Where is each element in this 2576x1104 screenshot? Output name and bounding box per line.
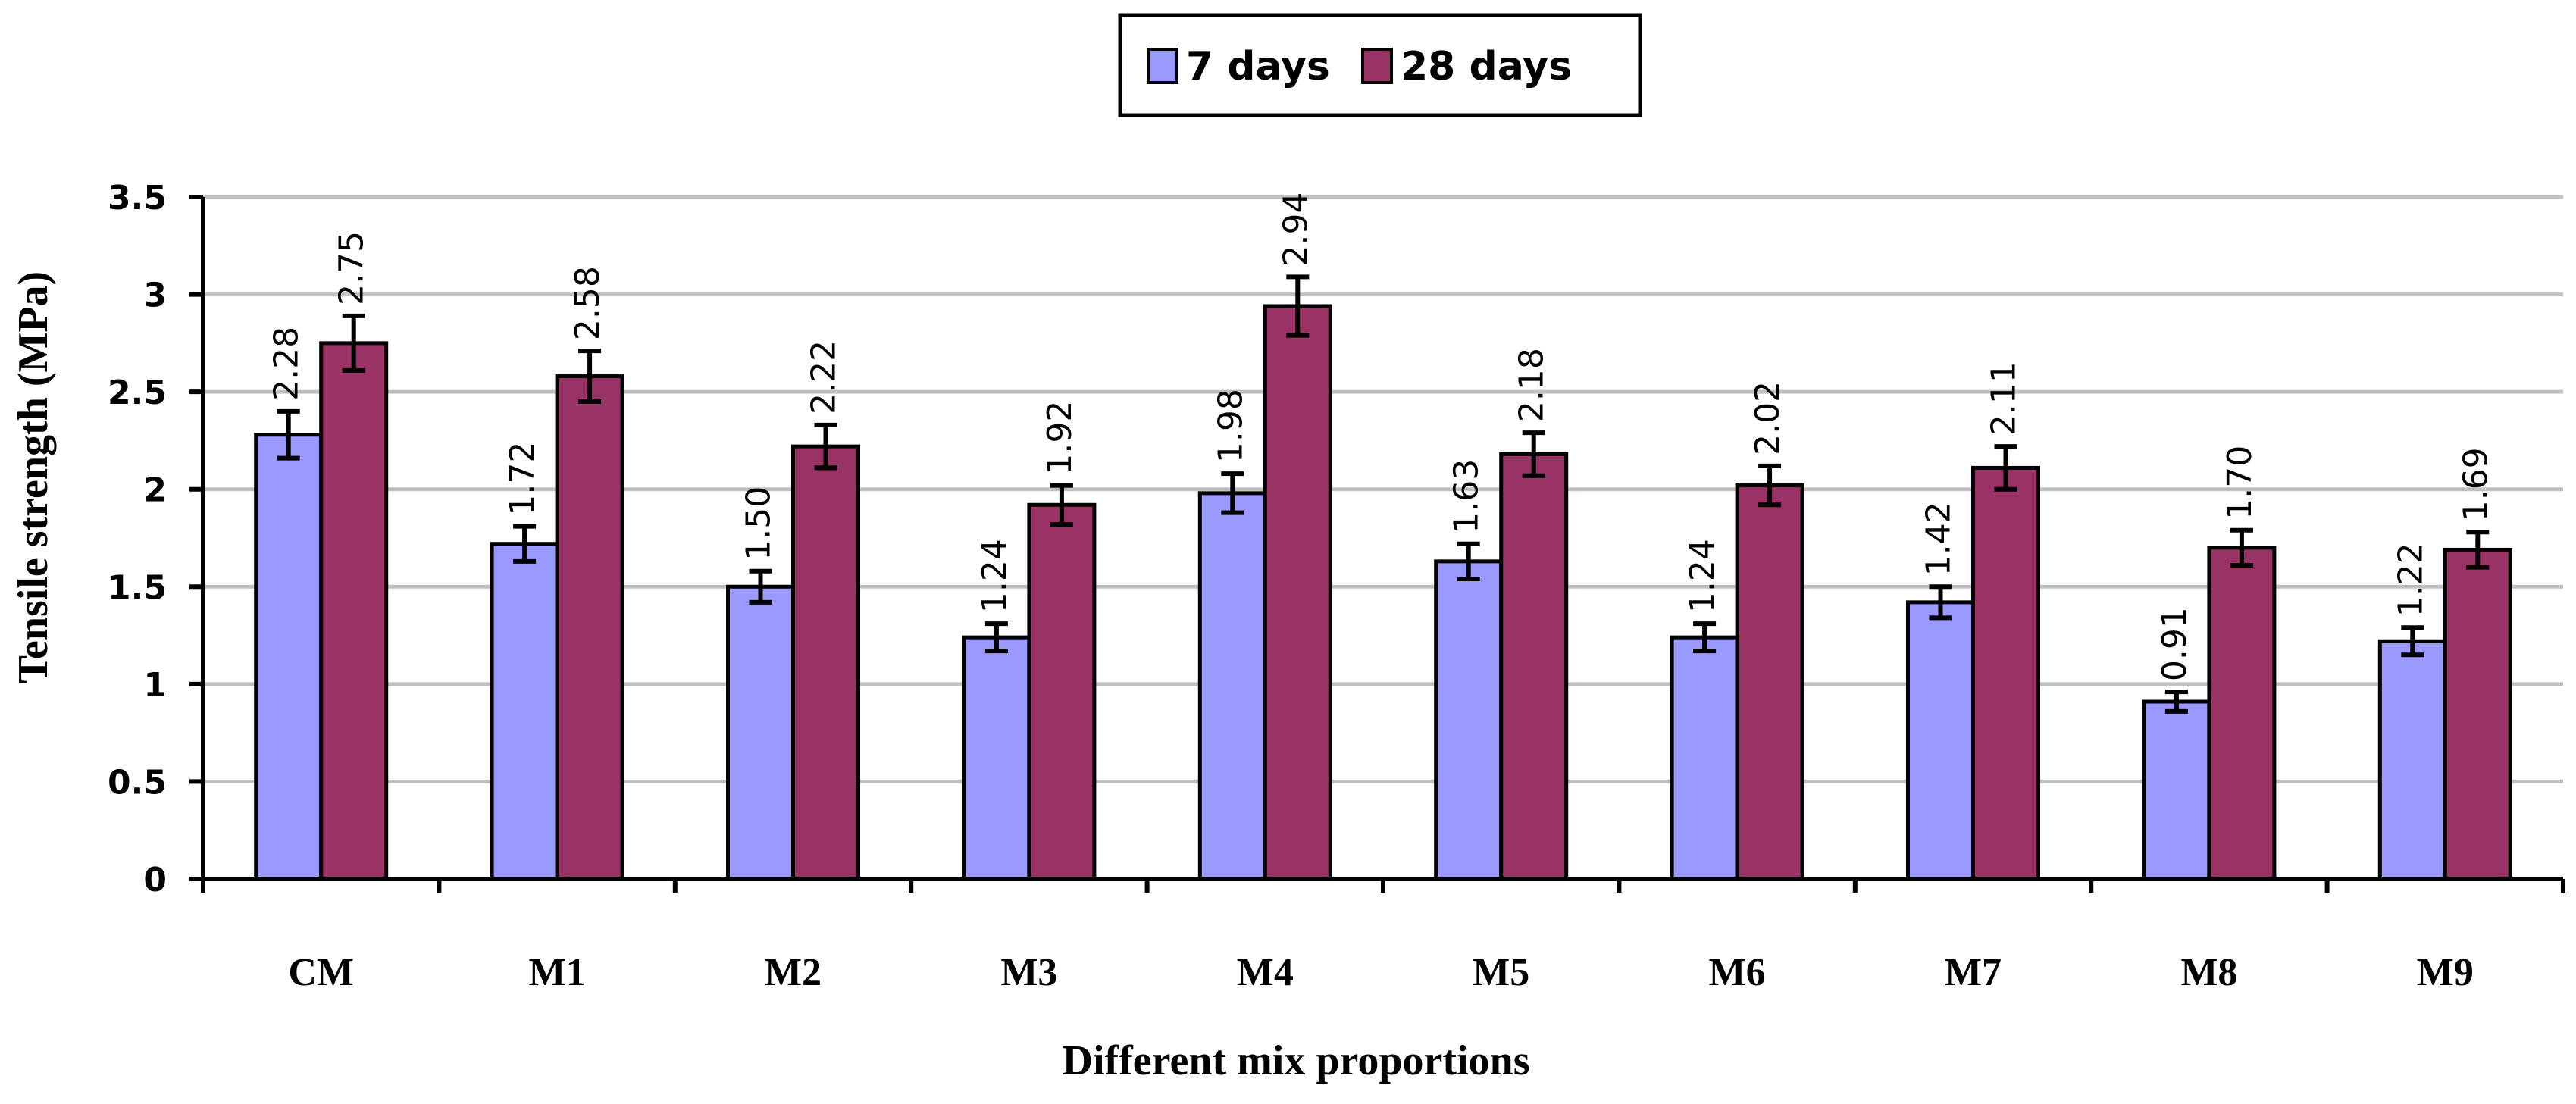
data-label: 1.69 bbox=[2456, 447, 2495, 521]
x-axis-title: Different mix proportions bbox=[1063, 1037, 1530, 1084]
y-tick-label: 2 bbox=[143, 471, 167, 510]
data-label: 1.92 bbox=[1041, 401, 1079, 475]
x-category-label: M1 bbox=[529, 951, 586, 994]
x-category-labels: CM M1 M2 M3 M4 M5 M6 M7 M8 M9 bbox=[288, 951, 2473, 994]
y-tick-label: 1 bbox=[143, 666, 167, 705]
data-label: 1.70 bbox=[2221, 446, 2259, 520]
bar-28-days bbox=[555, 374, 624, 881]
bar-7-days bbox=[1197, 491, 1267, 881]
bar-28-days bbox=[2443, 547, 2512, 881]
error-bars bbox=[277, 274, 2490, 714]
y-tick-label: 3 bbox=[143, 277, 167, 315]
data-label: 2.75 bbox=[333, 231, 371, 305]
data-label: 2.18 bbox=[1513, 348, 1551, 422]
x-category-label: M3 bbox=[1000, 951, 1057, 994]
data-label: 1.42 bbox=[1920, 502, 1958, 576]
x-category-label: M8 bbox=[2180, 951, 2237, 994]
bars bbox=[254, 304, 2512, 881]
bar-7-days bbox=[726, 584, 795, 881]
x-category-label: M5 bbox=[1473, 951, 1529, 994]
bar-28-days bbox=[319, 341, 389, 881]
data-label: 2.02 bbox=[1748, 381, 1787, 455]
x-category-label: M6 bbox=[1709, 951, 1766, 994]
bar-28-days bbox=[1735, 483, 1804, 881]
data-label: 1.72 bbox=[503, 442, 542, 516]
data-label: 2.58 bbox=[568, 266, 607, 340]
data-labels: 2.28 2.75 1.72 2.58 1.50 2.22 1.24 1.92 1.98 2.94… bbox=[268, 192, 2496, 681]
legend-label-28-days: 28 days bbox=[1401, 44, 1572, 89]
data-label: 1.24 bbox=[975, 539, 1014, 613]
data-label: 1.24 bbox=[1683, 539, 1722, 613]
data-label: 2.11 bbox=[1985, 361, 2024, 436]
data-label: 1.63 bbox=[1448, 459, 1486, 533]
bar-7-days bbox=[2377, 639, 2447, 881]
data-label: 1.50 bbox=[740, 486, 778, 561]
bar-28-days bbox=[1499, 452, 1569, 881]
bar-7-days bbox=[1906, 600, 1975, 881]
axes bbox=[189, 195, 2565, 893]
data-label: 2.22 bbox=[805, 340, 844, 414]
x-category-label: M2 bbox=[765, 951, 822, 994]
x-category-label: CM bbox=[288, 951, 354, 994]
y-tick-label: 0.5 bbox=[108, 763, 167, 802]
bar-7-days bbox=[962, 635, 1031, 881]
bar-28-days bbox=[1971, 465, 2040, 881]
y-tick-label: 0 bbox=[143, 861, 167, 899]
y-tick-label: 1.5 bbox=[108, 568, 167, 607]
bar-28-days bbox=[1263, 304, 1332, 881]
data-label: 0.91 bbox=[2155, 607, 2194, 681]
bar-7-days bbox=[1670, 635, 1739, 881]
bar-28-days bbox=[1027, 502, 1097, 881]
data-label: 2.94 bbox=[1276, 192, 1315, 266]
legend: 7 days 28 days bbox=[1118, 13, 1642, 117]
legend-swatch-7-days bbox=[1147, 48, 1178, 84]
legend-swatch-28-days bbox=[1361, 48, 1393, 84]
bar-28-days bbox=[2207, 546, 2277, 881]
bar-28-days bbox=[791, 444, 860, 881]
y-tick-label: 2.5 bbox=[108, 374, 167, 412]
y-tick-labels: 0 0.5 1 1.5 2 2.5 3 3.5 bbox=[108, 179, 167, 899]
x-category-label: M7 bbox=[1945, 951, 2002, 994]
legend-label-7-days: 7 days bbox=[1186, 44, 1330, 89]
bar-7-days bbox=[254, 433, 324, 881]
bar-7-days bbox=[490, 542, 559, 881]
x-category-label: M9 bbox=[2417, 951, 2474, 994]
data-label: 1.98 bbox=[1211, 389, 1250, 463]
y-tick-label: 3.5 bbox=[108, 179, 167, 217]
bar-7-days bbox=[2142, 699, 2211, 881]
x-category-label: M4 bbox=[1237, 951, 1294, 994]
bar-7-days bbox=[1434, 559, 1504, 881]
y-axis-title: Tensile strength (MPa) bbox=[10, 271, 57, 683]
data-label: 1.22 bbox=[2391, 543, 2430, 617]
data-label: 2.28 bbox=[268, 327, 306, 401]
